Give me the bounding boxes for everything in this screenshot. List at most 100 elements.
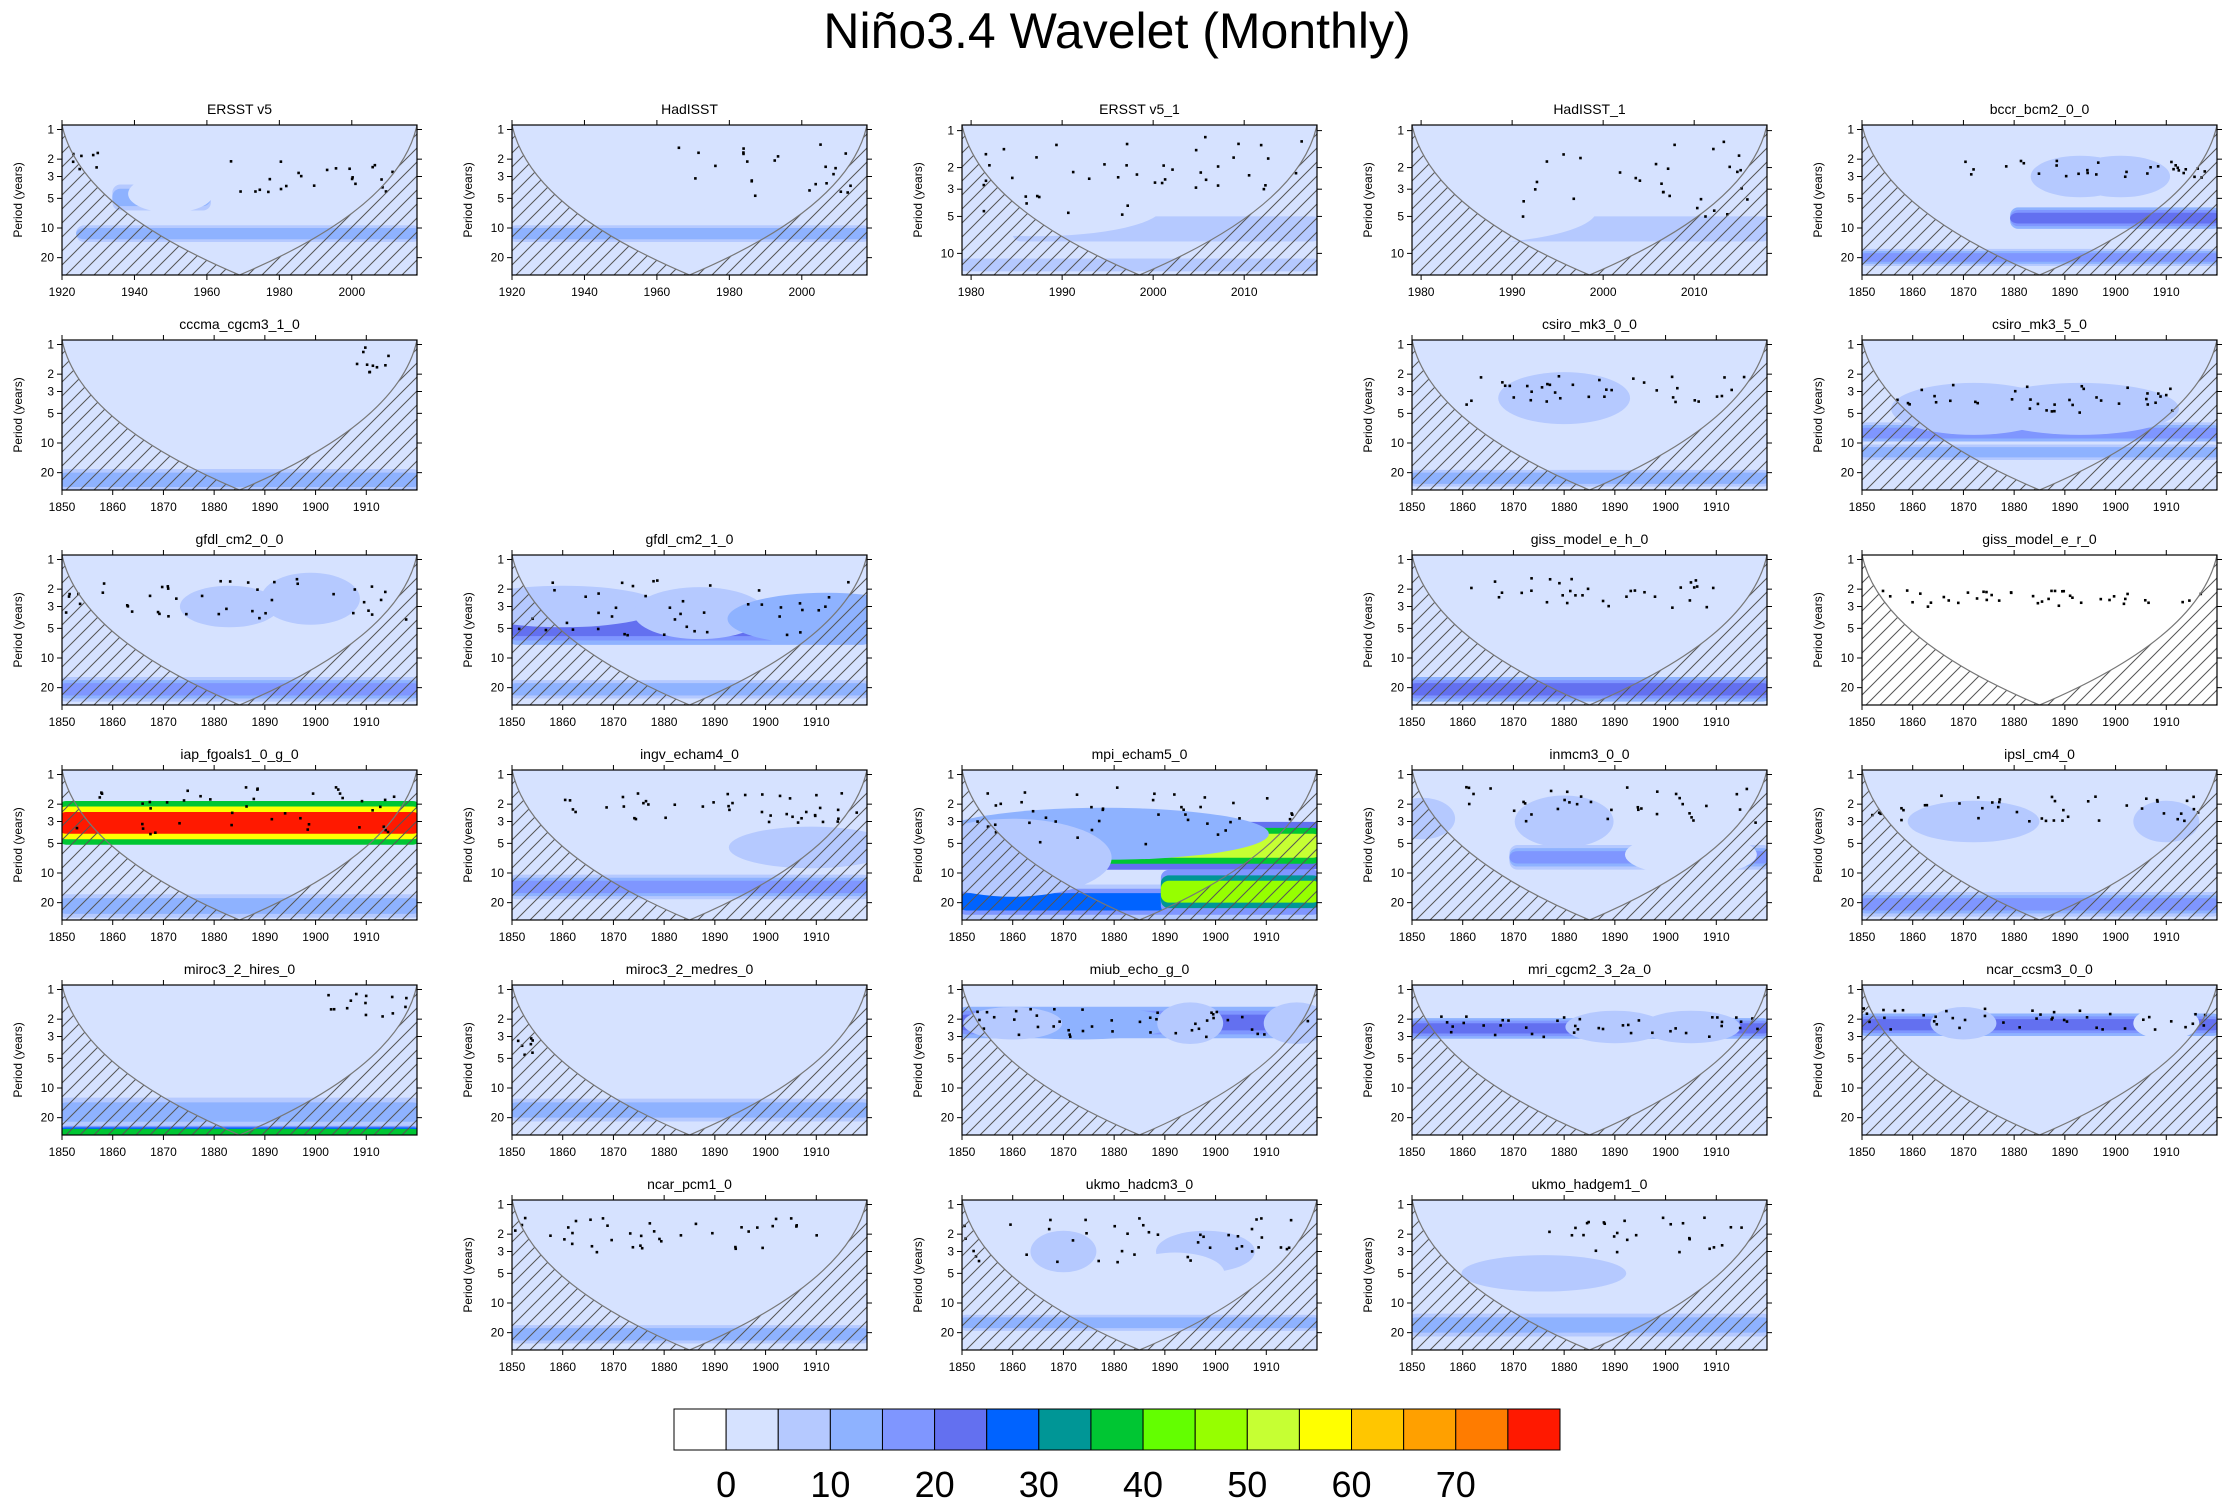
significance-dot [1671, 606, 1674, 609]
significance-dot [1290, 812, 1293, 815]
significance-dot [1896, 398, 1899, 402]
y-tick-label: 3 [1397, 182, 1404, 196]
power-peak [553, 1230, 653, 1273]
y-tick-label: 10 [941, 246, 955, 260]
significance-dot [664, 816, 667, 820]
x-tick-label: 1850 [1399, 1360, 1426, 1374]
significance-dot [1110, 1019, 1114, 1022]
significance-dot [1634, 176, 1638, 180]
significance-dot [329, 1008, 333, 1011]
y-tick-label: 1 [497, 983, 504, 997]
significance-dot [1147, 1230, 1151, 1234]
significance-dot [1236, 1234, 1240, 1238]
y-axis-label: Period (years) [461, 592, 475, 667]
significance-dot [2095, 1026, 2098, 1030]
significance-dot [364, 346, 367, 349]
significance-dot [2182, 171, 2185, 175]
significance-dot [574, 1219, 578, 1223]
significance-dot [2035, 1017, 2038, 1020]
significance-dot [1998, 800, 2001, 804]
y-tick-label: 20 [1391, 466, 1405, 480]
panel-title: giss_model_e_r_0 [1982, 531, 2097, 547]
coi-curve [962, 770, 1317, 920]
significance-dot [708, 584, 712, 587]
significance-dot [2188, 599, 2191, 602]
significance-dot [2004, 165, 2008, 168]
significance-dot [1671, 396, 1675, 399]
significance-dot [589, 1218, 592, 1222]
x-tick-label: 1990 [1049, 285, 1076, 299]
panel-title: cccma_cgcm3_1_0 [179, 316, 300, 332]
significance-dot [568, 799, 572, 802]
wavelet-panel: csiro_mk3_0_0 1 2 3 5 10 20 Period (years) 1850 1… [1352, 316, 1787, 526]
cone-of-influence [62, 770, 417, 920]
x-tick-label: 1860 [1449, 1360, 1476, 1374]
y-axis-label: Period (years) [11, 1022, 25, 1097]
x-tick-label: 1900 [1652, 1145, 1679, 1159]
colorbar-swatch [881, 1408, 936, 1451]
significance-dot [1260, 1236, 1264, 1239]
y-axis-label: Period (years) [11, 807, 25, 882]
significance-dot [824, 605, 827, 608]
significance-dot [2009, 591, 2013, 595]
significance-dot [2126, 386, 2129, 390]
panel-title: ncar_pcm1_0 [647, 1176, 732, 1192]
significance-dot [1623, 1219, 1626, 1223]
significance-dot [1574, 594, 1577, 597]
significance-dot [563, 1238, 566, 1241]
cone-of-influence [1412, 125, 1767, 275]
significance-dot [2176, 166, 2180, 170]
y-tick-label: 20 [41, 466, 55, 480]
significance-dot [2125, 170, 2128, 174]
significance-dot [1257, 1246, 1260, 1249]
significance-dot [2062, 808, 2065, 812]
x-tick-label: 1910 [2153, 500, 2180, 514]
colorbar-swatch [673, 1408, 727, 1451]
significance-dot [597, 611, 600, 615]
significance-dot [1265, 797, 1269, 800]
significance-dot [605, 806, 608, 809]
significance-dot [566, 1226, 570, 1229]
significance-dot [1578, 1017, 1582, 1021]
x-tick-label: 2000 [788, 285, 815, 299]
significance-dot [1581, 594, 1584, 597]
significance-dot [711, 1231, 714, 1235]
cone-of-influence [1862, 125, 2217, 275]
y-tick-label: 10 [491, 1296, 505, 1310]
significance-dot [1693, 399, 1697, 402]
x-tick-label: 1980 [716, 285, 743, 299]
x-tick-label: 1910 [1253, 930, 1280, 944]
power-band [62, 811, 417, 834]
significance-dot [1111, 1030, 1114, 1033]
x-tick-label: 1960 [644, 285, 671, 299]
colorbar-swatch [1351, 1408, 1405, 1451]
significance-dot [734, 1247, 738, 1251]
significance-dot [1533, 188, 1537, 191]
y-tick-label: 3 [1847, 385, 1854, 399]
coi-curve [512, 555, 867, 705]
x-tick-label: 1860 [549, 1145, 576, 1159]
significance-dot [2192, 795, 2195, 799]
x-tick-label: 1900 [302, 1145, 329, 1159]
y-tick-label: 10 [491, 221, 505, 235]
significance-dot [1985, 598, 1989, 602]
coi-curve [512, 125, 867, 275]
significance-dot [1716, 1016, 1719, 1019]
y-tick-label: 5 [947, 1051, 954, 1065]
significance-dot [1934, 1015, 1937, 1019]
significance-dot [1926, 605, 1930, 608]
significance-dot [1996, 805, 2000, 809]
significance-dot [158, 612, 161, 616]
significance-dot [1711, 586, 1715, 590]
significance-dot [1893, 1009, 1897, 1013]
significance-dot [726, 792, 730, 796]
significance-dot [1678, 1250, 1681, 1254]
wavelet-panel: ukmo_hadgem1_0 1 2 3 5 10 20 Period (years) 1850… [1352, 1176, 1787, 1386]
x-tick-label: 1860 [1449, 1145, 1476, 1159]
colorbar-swatch [1507, 1408, 1561, 1451]
significance-dot [1037, 195, 1041, 199]
significance-dot [2018, 1026, 2021, 1029]
significance-dot [745, 160, 749, 163]
significance-dot [1945, 1009, 1948, 1013]
x-tick-label: 1850 [49, 715, 76, 729]
